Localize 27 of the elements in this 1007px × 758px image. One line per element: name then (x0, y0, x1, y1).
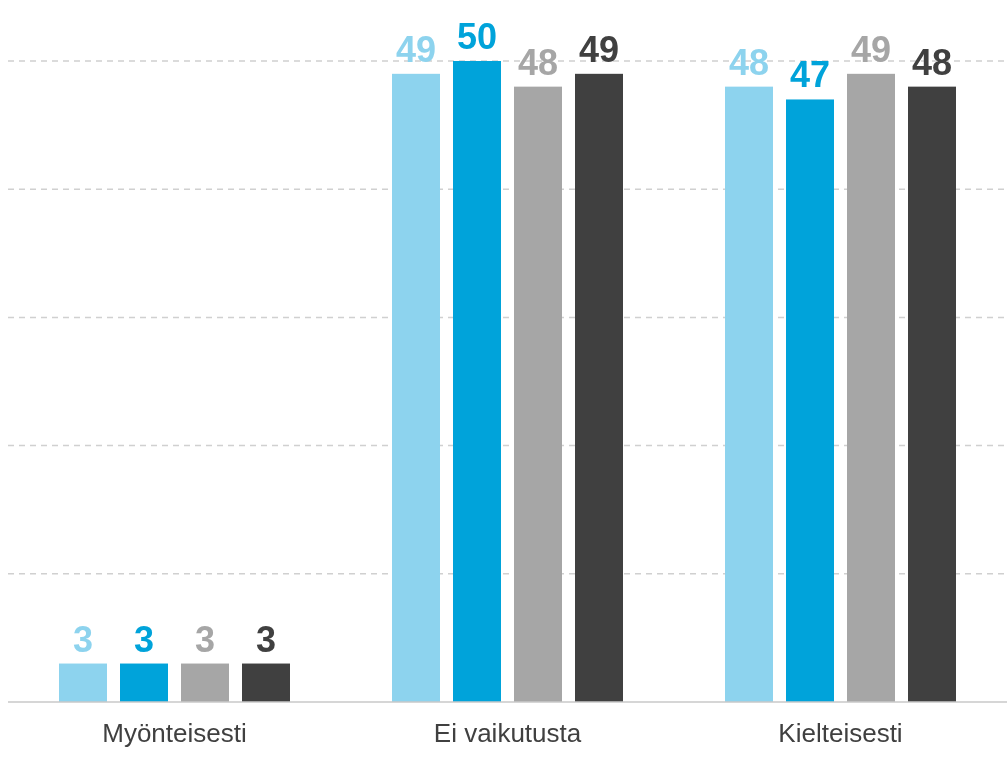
bar (725, 86, 773, 702)
data-label: 49 (578, 28, 620, 70)
data-label: 3 (72, 618, 94, 660)
data-label: 3 (194, 618, 216, 660)
data-label: 48 (911, 41, 953, 83)
bar (514, 86, 562, 702)
bar (242, 663, 290, 702)
bar (575, 73, 623, 702)
x-tick-label: Ei vaikutusta (433, 718, 582, 748)
data-label: 48 (517, 41, 559, 83)
bar (908, 86, 956, 702)
bar (120, 663, 168, 702)
x-tick-label: Kielteisesti (778, 718, 903, 748)
bar (59, 663, 107, 702)
data-label: 47 (789, 54, 831, 96)
bar (181, 663, 229, 702)
bar (786, 99, 834, 702)
bar (453, 61, 501, 702)
x-tick-label: Myönteisesti (102, 718, 247, 748)
bar (847, 73, 895, 702)
data-label: 50 (456, 16, 498, 57)
data-label: 3 (255, 618, 277, 660)
data-label: 48 (728, 41, 770, 83)
data-label: 3 (133, 618, 155, 660)
data-label: 49 (850, 28, 892, 70)
data-label: 49 (395, 28, 437, 70)
bar (392, 73, 440, 702)
